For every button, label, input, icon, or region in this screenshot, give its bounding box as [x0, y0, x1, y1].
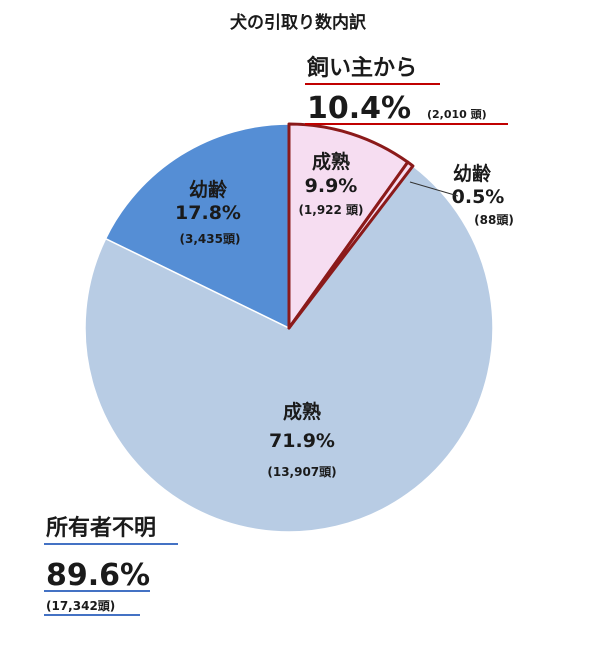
group-owner-name: 飼い主から [306, 55, 417, 81]
slice-owner-young-percent: 0.5% [452, 186, 505, 208]
slice-owner-young-count: (88頭) [474, 213, 514, 227]
slice-owner-adult-count: (1,922 頭) [298, 203, 363, 217]
slice-owner-young-leader-line [409, 181, 459, 197]
slice-unknown-adult-category: 成熟 [283, 400, 321, 423]
chart-title: 犬の引取り数内訳 [230, 12, 367, 33]
slice-unknown-young-category: 幼齢 [189, 178, 228, 201]
group-unknown-name: 所有者不明 [46, 515, 156, 541]
slice-owner-young-category: 幼齢 [453, 162, 492, 185]
slice-unknown-adult-count: (13,907頭) [267, 465, 336, 479]
slice-owner-young [287, 160, 415, 330]
slice-unknown-young-percent: 17.8% [175, 202, 241, 224]
slice-owner-adult [287, 122, 410, 330]
slice-unknown-young-count: (3,435頭) [180, 232, 241, 246]
group-unknown-count: (17,342頭) [46, 599, 115, 613]
group-owner-count: (2,010 頭) [427, 108, 487, 121]
group-unknown-percent: 89.6% [46, 558, 150, 593]
slice-unknown-young [104, 123, 290, 330]
slice-unknown-adult [84, 164, 494, 533]
group-owner-percent: 10.4% [307, 91, 411, 126]
slice-owner-adult-percent: 9.9% [305, 175, 358, 197]
slice-unknown-adult-percent: 71.9% [269, 430, 335, 452]
pie-slices [84, 122, 494, 533]
slice-owner-adult-category: 成熟 [312, 150, 350, 173]
